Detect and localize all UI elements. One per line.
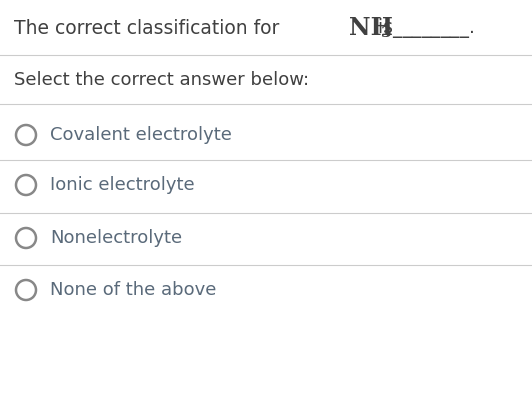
Text: Select the correct answer below:: Select the correct answer below: [14, 71, 309, 89]
Text: 3: 3 [381, 26, 392, 40]
Text: None of the above: None of the above [50, 281, 217, 299]
Text: Covalent electrolyte: Covalent electrolyte [50, 126, 232, 144]
Text: Nonelectrolyte: Nonelectrolyte [50, 229, 182, 247]
Text: Ionic electrolyte: Ionic electrolyte [50, 176, 195, 194]
Text: The correct classification for: The correct classification for [14, 19, 285, 37]
Text: is________.: is________. [372, 18, 475, 38]
Text: NH: NH [348, 16, 393, 40]
